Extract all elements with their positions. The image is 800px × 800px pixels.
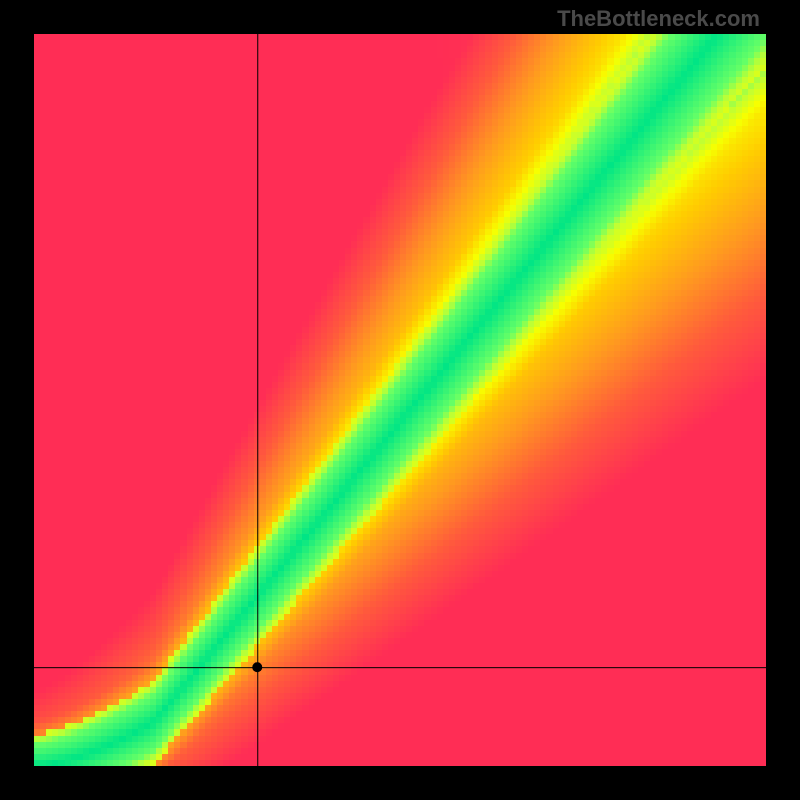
bottleneck-heatmap	[0, 0, 800, 800]
watermark-text: TheBottleneck.com	[557, 6, 760, 32]
